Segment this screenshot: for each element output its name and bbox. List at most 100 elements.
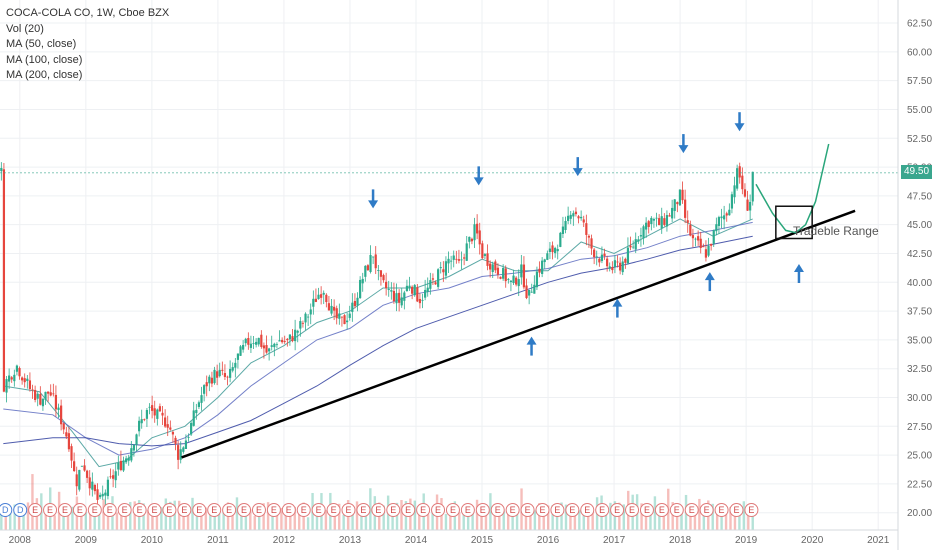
marker-letter: E [465,505,471,515]
volume-bar [44,511,47,530]
candle-body [359,279,362,299]
candle-body [39,394,42,405]
volume-bar [551,505,554,530]
volume-bar [284,504,288,530]
candle-body [561,226,565,234]
earnings-marker [580,503,595,517]
volume-bar [418,508,421,530]
legend-ma100[interactable]: MA (100, close) [6,53,83,66]
volume-bar [4,510,7,530]
volume-bar [475,499,479,530]
symbol-title[interactable]: COCA-COLA CO, 1W, Cboe BZX [6,7,170,19]
volume-bar [493,515,497,530]
marker-letter: E [92,505,98,515]
candle-body [382,275,385,281]
marker-letter: E [674,505,680,515]
candle-body [28,380,32,390]
earnings-marker [505,503,520,517]
volume-bar [177,500,181,530]
volume-bar [338,503,341,530]
volume-bar [582,507,585,530]
candle-body [351,302,354,312]
volume-bar [13,504,16,530]
y-tick-label-4: 52.50 [907,134,932,145]
candle-body [473,224,476,241]
volume-bar [62,507,65,530]
x-tick-label-2: 2010 [141,535,164,546]
candle-body [600,254,604,262]
candle-body [151,405,154,411]
volume-bar [351,508,354,530]
volume-bar [26,502,30,530]
candle-body [655,217,658,219]
candle-body [431,278,435,280]
down-arrow-icon-0-head [368,200,379,209]
candle-body [663,218,666,225]
volume-bar [217,507,221,530]
x-tick-label-1: 2009 [75,535,98,546]
marker-letter: E [107,505,113,515]
candle-body [309,309,312,315]
earnings-marker [565,503,580,517]
volume-bar [84,512,87,530]
time-axis[interactable]: 2008 2009 2010 2011 2012 2013 2014 2015 2016 2017… [0,529,898,546]
candle-body [320,294,323,298]
volume-bar [155,504,159,530]
volume-bar [53,515,56,530]
legend-ma50[interactable]: MA (50, close) [6,38,77,50]
candle-body [478,230,481,245]
volume-bar [698,498,701,530]
volume-bar [724,506,728,530]
candle-body [416,287,419,302]
volume-bar [146,509,150,530]
candle-body [70,446,73,461]
y-tick-label-3: 55.00 [907,105,932,116]
candle-body [746,199,749,211]
volume-bar [733,508,737,530]
marker-letter: E [554,505,560,515]
volume-bar [569,503,572,530]
candle-body [455,258,458,260]
candle-body [613,260,617,268]
candle-body [200,395,203,403]
candle-body [730,194,734,209]
volume-bar [271,512,274,530]
legend-volume[interactable]: Vol (20) [6,22,44,35]
volume-bar [529,507,532,530]
volume-bar [587,509,590,530]
y-tick-label-11: 35.00 [907,335,932,346]
earnings-marker [684,503,699,517]
candle-body [8,375,11,382]
marker-letter: E [435,505,441,515]
candle-body [374,254,377,269]
candle-body [34,389,37,401]
marker-letter: E [345,505,351,515]
x-tick-label-0: 2008 [9,535,32,546]
candle-body [486,253,489,266]
marker-letter: D [2,505,9,515]
candle-body [564,221,567,230]
volume-bar [675,516,679,530]
candle-body [104,492,107,496]
price-axis[interactable]: 62.5060.0057.5055.0052.5050.0047.5045.00… [897,0,932,550]
candle-body [338,313,341,319]
candle-body [556,249,559,252]
candle-body [457,259,461,261]
candle-body [226,376,229,378]
candle-body [590,238,593,249]
candle-body [658,218,661,226]
legend-ma200[interactable]: MA (200, close) [6,69,83,81]
candle-body [437,269,440,287]
candle-body [418,298,422,304]
candle-body [257,337,260,345]
volume-bar [275,514,279,530]
candle-body [738,166,741,178]
volume-bar [200,515,203,530]
candle-body [595,256,598,258]
marker-letter: E [331,505,337,515]
y-tick-label-8: 42.50 [907,249,932,260]
volume-bar [173,500,176,530]
volume-bar [471,509,474,530]
candle-body [574,211,578,215]
